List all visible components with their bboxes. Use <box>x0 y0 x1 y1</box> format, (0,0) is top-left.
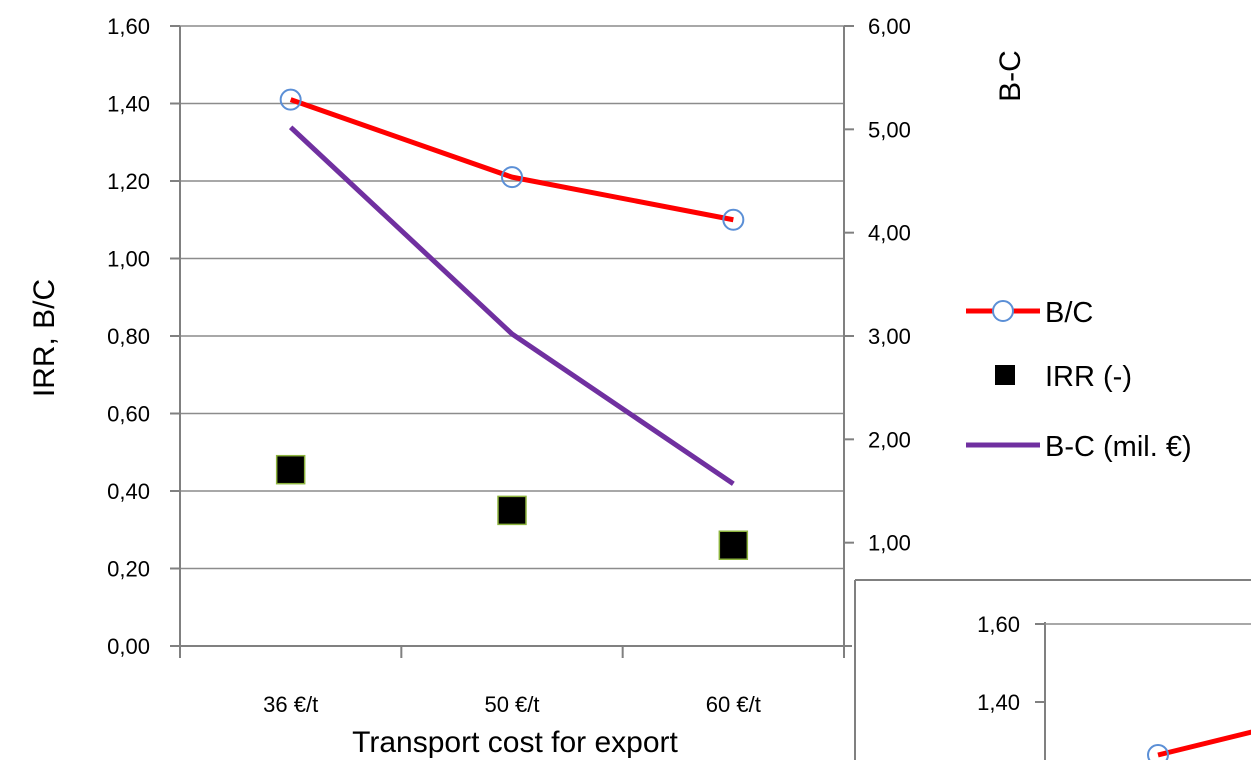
point-b-over-c <box>279 88 302 111</box>
x-tick-label: 50 €/t <box>484 692 539 717</box>
inset-y-tick-label: 1,60 <box>977 612 1020 637</box>
y-tick-label-left: 1,40 <box>107 92 150 117</box>
x-tick-label: 60 €/t <box>706 692 761 717</box>
y-tick-label-right: 6,00 <box>868 14 911 39</box>
series-layer <box>275 88 749 560</box>
y-tick-label-left: 1,60 <box>107 14 150 39</box>
y-tick-label-left: 0,80 <box>107 324 150 349</box>
y-tick-label-left: 0,60 <box>107 402 150 427</box>
point-b-over-c <box>722 208 745 231</box>
series-line-b-c <box>288 125 735 486</box>
y-axis-title-right: B-C <box>994 50 1027 102</box>
legend-marker-b-over-c <box>992 300 1014 322</box>
y-tick-label-left: 0,40 <box>107 479 150 504</box>
point-irr <box>718 530 749 560</box>
point-irr <box>497 495 527 526</box>
inset-chart: 1,60 1,40 <box>854 579 1251 765</box>
series-line-b-over-c <box>289 97 734 223</box>
y-tick-label-left: 1,20 <box>107 169 150 194</box>
legend-swatch-irr <box>995 365 1015 385</box>
inset-series-line-b-over-c <box>1157 729 1251 758</box>
y-tick-label-right: 3,00 <box>868 324 911 349</box>
y-tick-label-right: 1,00 <box>868 531 911 556</box>
x-tick-labels: 36 €/t 50 €/t 60 €/t <box>263 692 761 717</box>
y-tick-label-right: 4,00 <box>868 221 911 246</box>
y-axis-title-left: IRR, B/C <box>28 279 61 397</box>
y-tick-label-left: 0,00 <box>107 634 150 659</box>
inset-point-b-over-c <box>1147 744 1169 765</box>
y-tick-label-right: 5,00 <box>868 117 911 142</box>
legend: B/C IRR (-) B-C (mil. €) <box>966 297 1192 463</box>
x-axis-title: Transport cost for export <box>352 726 678 759</box>
inset-background <box>855 580 1251 765</box>
x-tick-label: 36 €/t <box>263 692 318 717</box>
y-tick-label-right: 2,00 <box>868 427 911 452</box>
point-b-over-c <box>501 166 523 189</box>
legend-label-b-over-c: B/C <box>1045 297 1093 329</box>
legend-label-irr: IRR (-) <box>1045 361 1132 393</box>
y-tick-labels-left: 0,00 0,20 0,40 0,60 0,80 1,00 1,20 1,40 1,60 <box>107 14 150 659</box>
y-tick-label-left: 1,00 <box>107 247 150 272</box>
y-tick-labels-right: 1,00 2,00 3,00 4,00 5,00 6,00 <box>868 14 911 556</box>
main-chart: 0,00 0,20 0,40 0,60 0,80 1,00 1,20 1,40 1,60 1,0… <box>28 14 1192 759</box>
x-tick-marks <box>170 25 854 658</box>
gridlines <box>180 25 844 570</box>
inset-y-tick-label: 1,40 <box>977 690 1020 715</box>
point-irr <box>275 454 306 485</box>
y-tick-label-left: 0,20 <box>107 557 150 582</box>
legend-label-b-c: B-C (mil. €) <box>1045 431 1192 463</box>
